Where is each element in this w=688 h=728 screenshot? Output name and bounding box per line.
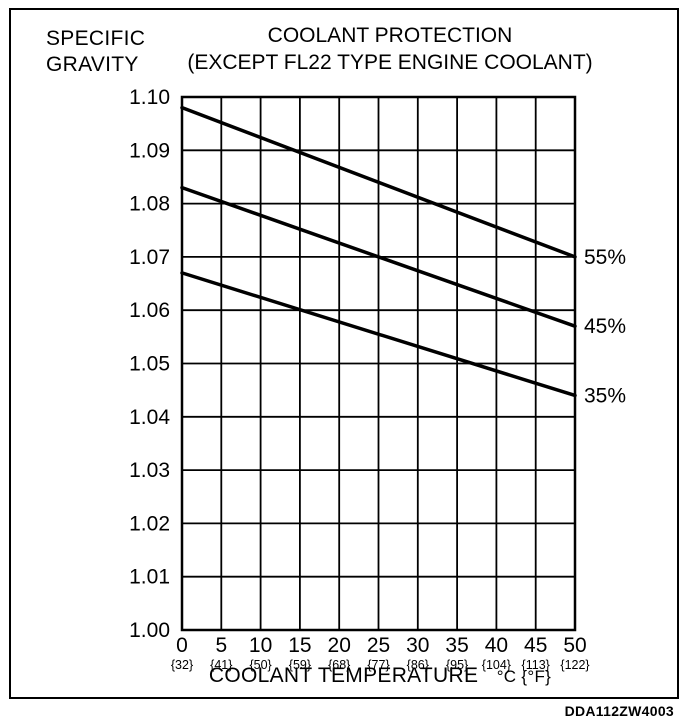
x-tick-label-celsius: 35 [445, 634, 468, 657]
x-tick-label-celsius: 0 [176, 634, 188, 657]
y-tick-label: 1.06 [129, 299, 170, 322]
y-tick-label: 1.05 [129, 353, 170, 376]
y-axis-title-line1: SPECIFIC [46, 27, 146, 50]
x-axis-title-unit: °C {°F} [496, 667, 552, 686]
y-tick-label: 1.04 [129, 406, 170, 429]
x-axis-title-text: COOLANT TEMPERATURE [208, 664, 479, 687]
series-label-55pct: 55% [584, 246, 626, 269]
x-tick-label-fahrenheit: {95} [446, 658, 468, 672]
y-axis-title-line2: GRAVITY [46, 53, 139, 77]
x-tick-label-celsius: 15 [288, 634, 311, 657]
x-tick-label-celsius: 50 [563, 634, 586, 657]
x-tick-label-celsius: 30 [406, 634, 429, 657]
x-axis-title: COOLANT TEMPERATURE °C {°F} [130, 664, 630, 688]
x-tick-label-fahrenheit: {113} [522, 658, 550, 672]
series-line-35pct [180, 271, 577, 398]
x-tick-label-fahrenheit: {59} [289, 658, 311, 672]
x-tick-label-celsius: 40 [485, 634, 508, 657]
x-tick-label-fahrenheit: {68} [328, 658, 350, 672]
y-axis-title: SPECIFIC GRAVITY [46, 26, 145, 79]
series-label-45pct: 45% [584, 315, 626, 338]
x-tick-label-fahrenheit: {86} [407, 658, 429, 672]
y-tick-label: 1.07 [129, 246, 170, 269]
y-tick-label: 1.08 [129, 193, 170, 216]
figure-border [9, 8, 679, 699]
series-line-45pct [180, 185, 577, 328]
figure-code: DDA112ZW4003 [564, 703, 674, 719]
x-tick-label-fahrenheit: {122} [560, 658, 589, 672]
y-tick-label: 1.00 [129, 619, 170, 642]
x-tick-label-celsius: 20 [328, 634, 351, 657]
series-label-35pct: 35% [584, 384, 626, 407]
plot-border [180, 95, 577, 632]
chart-title-line1: COOLANT PROTECTION [267, 24, 513, 47]
x-tick-label-fahrenheit: {77} [367, 658, 389, 672]
x-tick-label-celsius: 45 [524, 634, 547, 657]
chart-title: COOLANT PROTECTION (EXCEPT FL22 TYPE ENG… [140, 22, 640, 77]
x-tick-label-fahrenheit: {104} [482, 658, 511, 672]
y-tick-label: 1.09 [129, 139, 170, 162]
x-tick-label-celsius: 5 [215, 634, 227, 657]
chart-title-line2: (EXCEPT FL22 TYPE ENGINE COOLANT) [187, 51, 593, 75]
series-line-55pct [180, 105, 577, 259]
y-tick-label: 1.01 [129, 566, 170, 589]
y-tick-label: 1.03 [129, 459, 170, 482]
x-tick-label-celsius: 25 [367, 634, 390, 657]
x-tick-label-fahrenheit: {50} [249, 658, 271, 672]
x-tick-label-fahrenheit: {41} [210, 658, 232, 672]
x-tick-label-celsius: 10 [249, 634, 272, 657]
y-tick-label: 1.02 [129, 512, 170, 535]
y-tick-label: 1.10 [129, 86, 170, 109]
x-tick-label-fahrenheit: {32} [171, 658, 193, 672]
